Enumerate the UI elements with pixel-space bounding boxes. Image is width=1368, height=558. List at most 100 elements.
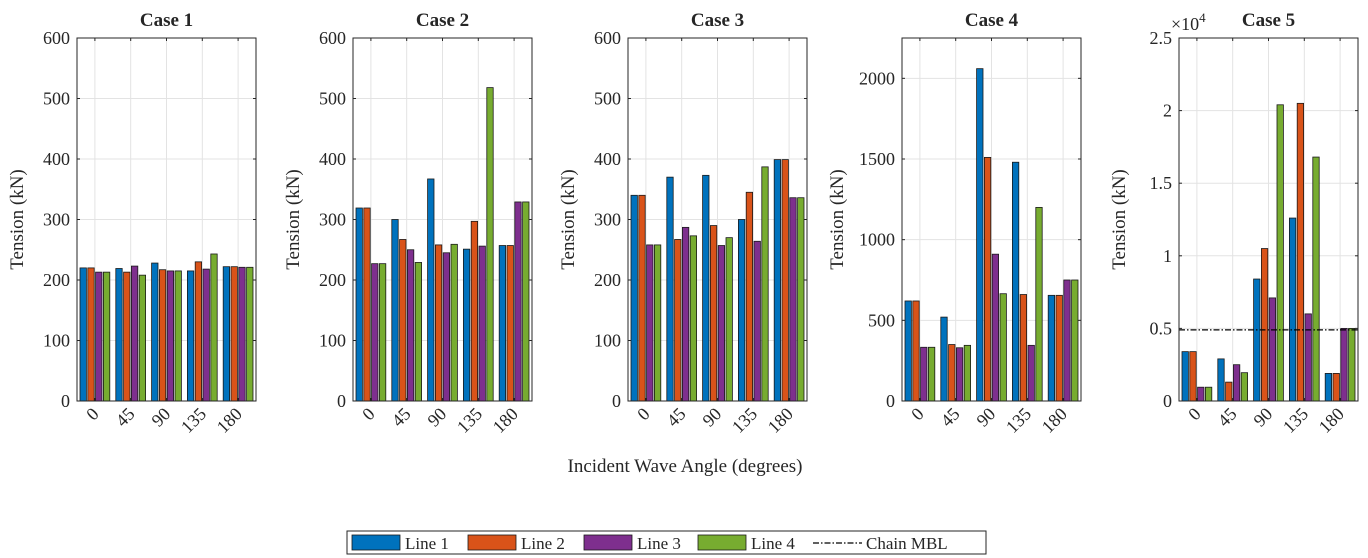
x-tick-label: 135: [728, 404, 761, 437]
bar-line-1: [904, 300, 912, 402]
x-tick-label: 0: [82, 404, 103, 425]
bar-line-1: [427, 178, 435, 402]
y-axis-label: Tension (kN): [283, 169, 304, 270]
bar-line-1: [738, 219, 746, 402]
bar-line-4: [1348, 327, 1356, 402]
bar-line-1: [1253, 278, 1261, 402]
chart-panel-1: Case 1 0 100 200 300 400 500 600 0 45 90 135 180 Tens…: [7, 10, 257, 437]
bar-line-3: [789, 197, 797, 402]
bar-line-4: [174, 270, 182, 402]
bar-line-2: [363, 207, 371, 402]
x-tick-label: 45: [663, 404, 690, 431]
bar-line-4: [1276, 104, 1284, 402]
y-tick-label: 100: [319, 331, 346, 351]
bar-line-4: [1312, 156, 1320, 402]
bar-line-1: [1217, 358, 1225, 402]
bar-line-2: [434, 244, 443, 402]
y-tick-label: 0: [337, 391, 346, 411]
bar-line-3: [1063, 279, 1071, 402]
bar-line-3: [991, 253, 1000, 402]
legend-label-line-4: Line 4: [751, 534, 795, 553]
bar-line-1: [222, 266, 230, 402]
y-tick-label: 0.5: [1150, 318, 1173, 338]
bar-line-1: [498, 245, 507, 402]
bar-line-3: [1340, 327, 1348, 402]
bar-line-2: [194, 261, 202, 402]
x-tick-label: 90: [698, 404, 725, 431]
bar-line-2: [123, 271, 131, 402]
bar-line-1: [186, 270, 195, 402]
legend-label-chain-mbl: Chain MBL: [866, 534, 948, 553]
bar-line-2: [1189, 351, 1197, 402]
bar-line-3: [166, 270, 174, 402]
bar-line-3: [1027, 344, 1035, 402]
bar-line-2: [948, 344, 956, 402]
y-tick-label: 2: [1163, 101, 1172, 121]
bar-line-2: [1261, 248, 1269, 402]
y-tick-label: 200: [594, 270, 621, 290]
x-tick-label: 45: [112, 404, 139, 431]
chart-title: Case 4: [965, 10, 1019, 31]
bar-line-2: [781, 159, 789, 402]
bar-line-3: [1304, 313, 1312, 402]
legend-swatch-line-4: [697, 534, 747, 551]
bar-line-4: [378, 263, 387, 402]
bar-line-4: [414, 262, 423, 402]
x-tick-label: 0: [907, 404, 928, 425]
bar-line-1: [976, 68, 984, 402]
bar-line-3: [920, 346, 928, 402]
y-tick-label: 600: [319, 28, 346, 48]
x-tick-label: 90: [972, 404, 999, 431]
bar-line-2: [745, 191, 754, 402]
bar-line-2: [87, 267, 95, 402]
x-tick-label: 0: [358, 404, 379, 425]
exponent-base: ×10: [1171, 14, 1199, 34]
x-tick-label: 90: [147, 404, 174, 431]
bar-line-1: [391, 219, 399, 402]
bar-line-1: [1289, 217, 1297, 402]
legend-label-line-2: Line 2: [521, 534, 565, 553]
y-tick-label: 400: [43, 149, 70, 169]
chart-panel-4: Case 4 0 500 1000 1500 2000 0 45 90 135 180 Tension…: [827, 10, 1082, 437]
chart-title: Case 1: [140, 10, 193, 31]
y-tick-label: 200: [43, 270, 70, 290]
bar-line-4: [1205, 386, 1213, 402]
bar-line-2: [1055, 294, 1063, 402]
bar-line-3: [442, 252, 451, 402]
bar-line-3: [1268, 297, 1276, 402]
x-tick-label: 135: [1279, 404, 1312, 437]
bar-line-3: [371, 263, 379, 402]
bar-line-2: [230, 266, 238, 402]
y-tick-label: 500: [43, 89, 70, 109]
bar-line-1: [462, 248, 471, 402]
y-axis-label: Tension (kN): [827, 169, 848, 270]
bar-line-3: [238, 266, 246, 402]
bar-line-4: [138, 274, 146, 402]
exponent-power: 4: [1199, 10, 1206, 25]
y-tick-label: 400: [319, 149, 346, 169]
bar-line-3: [406, 249, 415, 402]
bar-line-4: [1035, 206, 1043, 402]
bar-line-3: [95, 271, 103, 402]
y-tick-label: 600: [43, 28, 70, 48]
x-tick-label: 180: [213, 404, 246, 437]
x-tick-label: 90: [1249, 404, 1276, 431]
y-tick-label: 400: [594, 149, 621, 169]
bar-line-1: [79, 267, 87, 402]
y-tick-label: 0: [1163, 391, 1172, 411]
chart-title: Case 5: [1242, 10, 1295, 31]
bar-line-1: [702, 174, 710, 402]
bar-line-2: [158, 269, 167, 402]
bar-line-3: [956, 347, 964, 402]
x-tick-label: 135: [453, 404, 486, 437]
chart-panel-2: Case 2 0 100 200 300 400 500 600 0 45 90 135 180 Tens…: [283, 10, 533, 437]
bar-line-4: [210, 253, 218, 402]
bar-line-2: [710, 225, 718, 402]
bar-line-3: [682, 226, 690, 402]
y-tick-label: 0: [612, 391, 621, 411]
y-tick-label: 0: [886, 391, 895, 411]
bar-line-3: [1233, 364, 1241, 402]
legend-label-line-1: Line 1: [405, 534, 449, 553]
bar-line-1: [151, 262, 159, 402]
bar-line-2: [984, 156, 992, 402]
